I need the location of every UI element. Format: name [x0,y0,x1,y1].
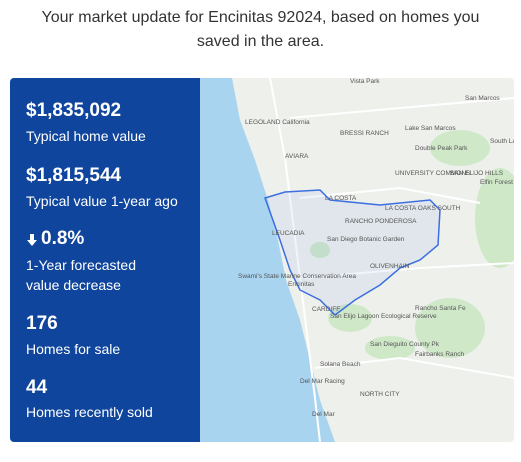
map-label: LEUCADIA [272,230,305,237]
map-label: BRESSI RANCH [340,130,389,137]
stat-value: $1,835,092 [26,100,122,121]
map: Vista Park San Marcos LEGOLAND California B… [200,78,514,442]
stat-value: 176 [26,313,58,334]
stat-value: $1,815,544 [26,165,122,186]
map-label: UNIVERSITY COMMONS [395,170,471,177]
stat-value: 44 [26,377,48,398]
stats-panel: $1,835,092 Typical home value $1,815,544… [10,78,200,442]
map-label: LA COSTA OAKS SOUTH [385,205,461,212]
stat-label: Homes for sale [26,341,121,357]
stat-label: Typical home value [26,128,146,144]
stat-label: 1-Year forecasted value decrease [26,257,136,293]
map-label: Double Peak Park [415,145,468,152]
map-label: Del Mar [312,411,336,418]
map-label: Fairbanks Ranch [415,351,465,358]
map-label: Solana Beach [320,361,361,368]
map-label: SAN ELIJO HILLS [450,170,504,177]
map-label: NORTH CITY [360,391,400,398]
map-label: LA COSTA [325,195,357,202]
header-title: Your market update for Encinitas 92024, … [41,9,480,50]
market-card: $1,835,092 Typical home value $1,815,544… [10,78,514,442]
stat-value: 0.8% [41,228,85,249]
map-label: Lake San Marcos [405,125,456,132]
map-label: Vista Park [350,78,380,85]
map-label: San Diego Botanic Garden [327,236,405,243]
map-label: South Lake [490,138,514,145]
map-label: Swami's State Marine Conservation Area [238,273,356,280]
stat-label: Typical value 1-year ago [26,193,178,209]
stat-label: Homes recently sold [26,404,153,420]
map-label: San Dieguito County Pk [370,341,440,348]
map-label: LEGOLAND California [245,119,310,126]
map-label: RANCHO PONDEROSA [345,218,417,225]
map-label: Rancho Santa Fe [415,305,466,312]
map-label: Elfin Forest [480,179,513,186]
map-label: San Marcos [465,95,500,102]
map-label: Encinitas [288,281,315,288]
down-arrow-icon [27,234,37,246]
map-label: San Elijo Lagoon Ecological Reserve [330,313,437,320]
map-label: OLIVENHAIN [370,263,410,270]
map-label: AVIARA [285,153,309,160]
map-label: CARDIFF [312,306,340,313]
map-label: Del Mar Racing [300,378,345,385]
